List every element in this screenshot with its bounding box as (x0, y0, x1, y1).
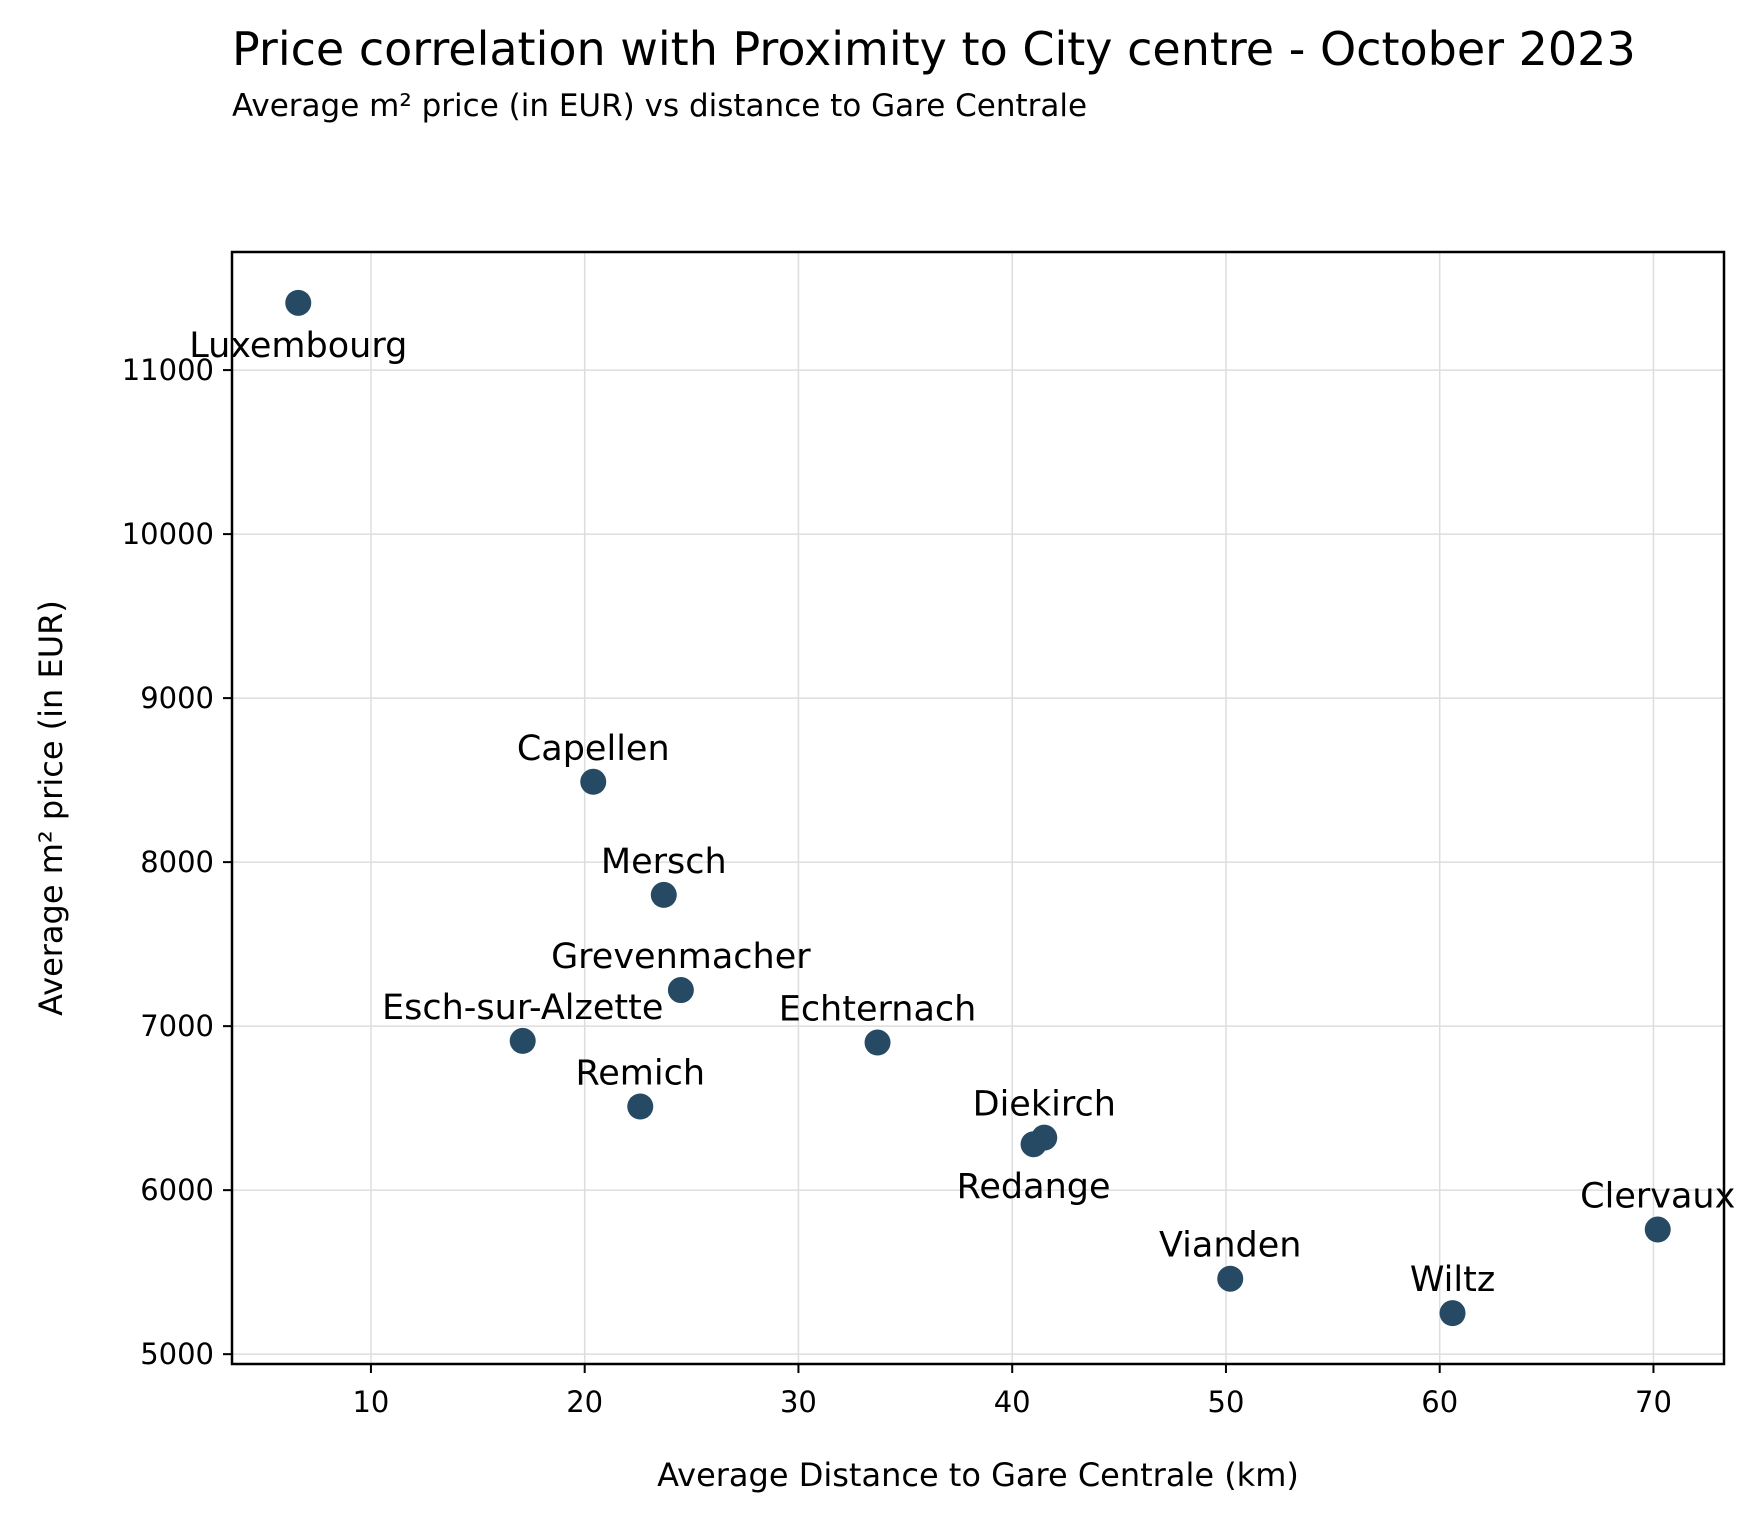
y-tick-label: 8000 (140, 845, 214, 879)
data-points (285, 289, 1671, 1327)
chart-title: Price correlation with Proximity to City… (232, 22, 1636, 76)
point-label: Grevenmacher (551, 937, 811, 977)
title-block: Price correlation with Proximity to City… (232, 22, 1636, 124)
point-label: Diekirch (973, 1085, 1116, 1125)
x-tick-label: 30 (780, 1385, 817, 1419)
y-tick-label: 9000 (140, 681, 214, 715)
y-tick-label: 10000 (122, 517, 214, 551)
x-axis-label: Average Distance to Gare Centrale (km) (657, 1456, 1299, 1494)
point-label: Esch-sur-Alzette (382, 988, 663, 1028)
point-label: Clervaux (1580, 1177, 1735, 1217)
data-point (667, 977, 694, 1004)
point-label: Mersch (601, 842, 727, 882)
data-point (1217, 1265, 1244, 1292)
grid-lines (232, 252, 1724, 1364)
x-tick-label: 60 (1421, 1385, 1458, 1419)
chart-subtitle: Average m² price (in EUR) vs distance to… (232, 88, 1088, 124)
x-tick-label: 70 (1635, 1385, 1672, 1419)
data-point (627, 1093, 654, 1120)
data-point (650, 881, 677, 908)
x-axis-ticks: 10 20 30 40 50 60 70 (352, 1364, 1672, 1419)
data-point (1439, 1300, 1466, 1327)
point-label: Echternach (779, 990, 977, 1030)
point-label: Vianden (1159, 1226, 1301, 1266)
point-label: Capellen (517, 729, 670, 769)
point-label: Remich (576, 1054, 706, 1094)
x-tick-label: 20 (566, 1385, 603, 1419)
point-label: Wiltz (1410, 1260, 1495, 1300)
y-axis-ticks: 5000 6000 7000 8000 9000 10000 11000 (122, 353, 232, 1371)
data-point (864, 1029, 891, 1056)
data-point (1644, 1216, 1671, 1243)
x-tick-label: 50 (1208, 1385, 1245, 1419)
y-tick-label: 7000 (140, 1009, 214, 1043)
data-point (509, 1027, 536, 1054)
x-tick-label: 10 (352, 1385, 389, 1419)
y-tick-label: 5000 (140, 1337, 214, 1371)
point-labels: Luxembourg Capellen Mersch Grevenmacher Esch… (189, 326, 1735, 1300)
y-axis-label: Average m² price (in EUR) (32, 600, 70, 1016)
plot-frame (230, 250, 1726, 1366)
point-label: Luxembourg (189, 326, 407, 366)
x-tick-label: 40 (994, 1385, 1031, 1419)
point-label: Redange (957, 1167, 1111, 1207)
data-point (580, 768, 607, 795)
y-tick-label: 11000 (122, 353, 214, 387)
data-point (1020, 1131, 1047, 1158)
y-tick-label: 6000 (140, 1173, 214, 1207)
data-point (285, 289, 312, 316)
